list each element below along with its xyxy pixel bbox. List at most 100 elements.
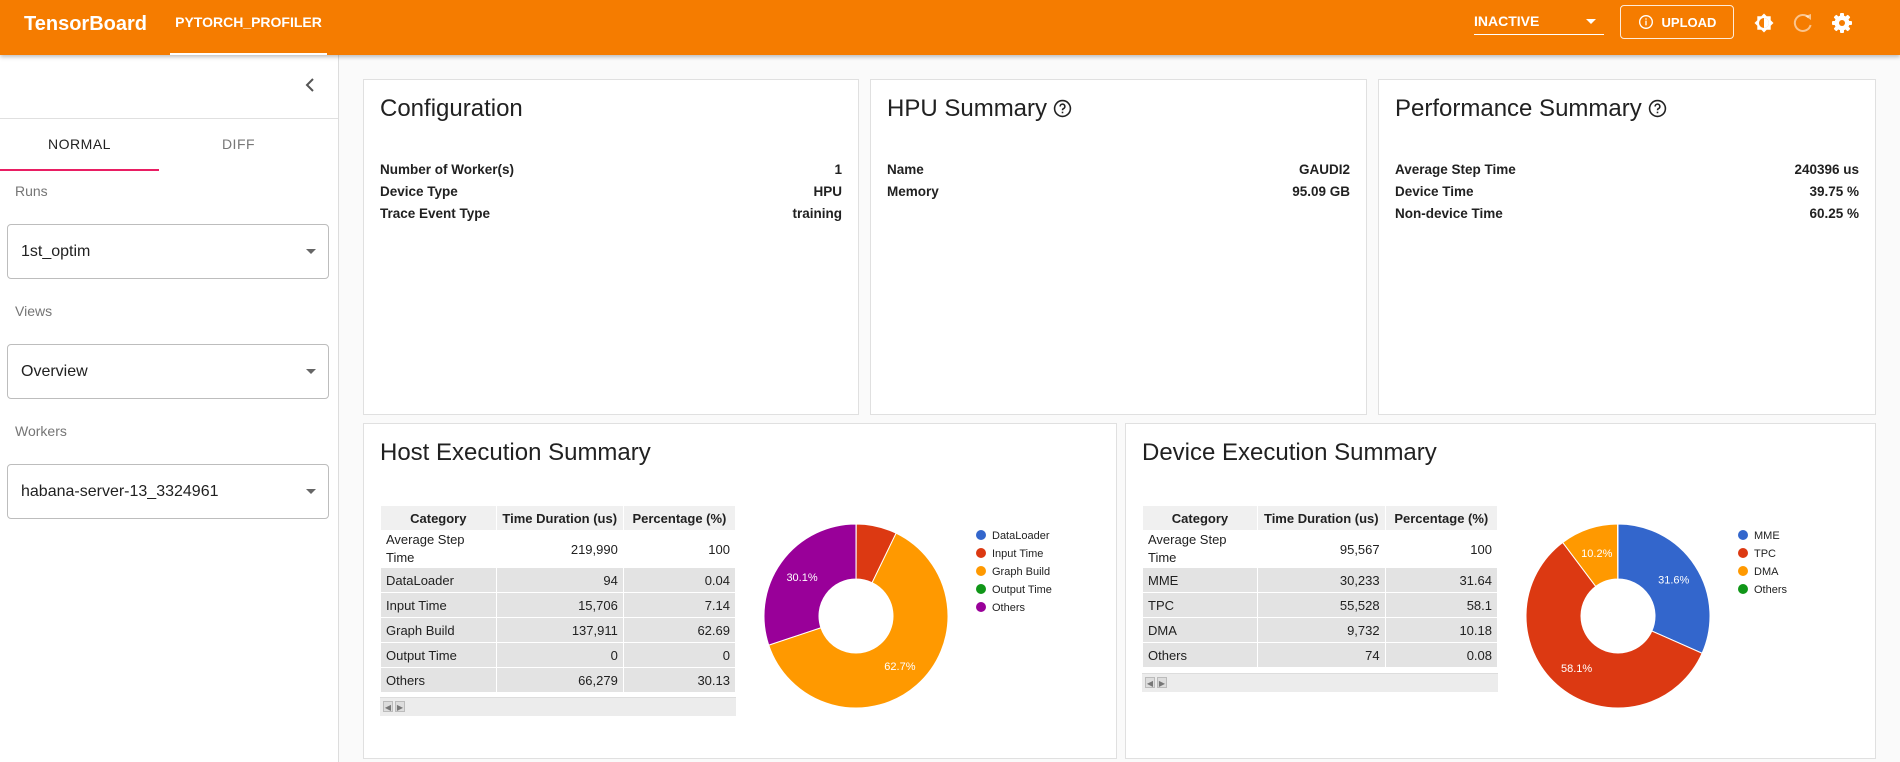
legend-label[interactable]: DMA	[1754, 566, 1779, 578]
legend-label[interactable]: MME	[1754, 530, 1780, 542]
card-title-text: HPU Summary	[887, 95, 1048, 122]
table-row[interactable]: Average Step Time 95,567 100	[1142, 530, 1499, 568]
table-cell: 7.14	[622, 592, 737, 618]
tab-normal[interactable]: NORMAL	[0, 119, 159, 171]
table-row[interactable]: TPC 55,528 58.1	[1142, 592, 1499, 618]
scroll-right-icon[interactable]: ▶	[395, 701, 405, 712]
kv-row: Number of Worker(s) 1	[380, 162, 842, 184]
kv-key: Average Step Time	[1395, 162, 1516, 177]
tab-pytorch-profiler[interactable]: PYTORCH_PROFILER	[170, 0, 327, 55]
help-icon[interactable]	[1053, 99, 1072, 118]
table-cell: TPC	[1142, 592, 1258, 618]
host-execution-card: Host Execution Summary Category Time Dur…	[363, 423, 1117, 759]
table-cell: 31.64	[1384, 567, 1499, 593]
chevron-down-icon	[1586, 19, 1596, 24]
views-select[interactable]: Overview	[7, 344, 329, 399]
column-header[interactable]: Time Duration (us)	[495, 505, 624, 531]
legend-label[interactable]: Graph Build	[992, 566, 1050, 578]
legend-swatch	[1738, 566, 1748, 576]
table-cell: 30.13	[622, 667, 737, 693]
column-header[interactable]: Category	[1142, 505, 1258, 531]
table-cell: 0	[622, 642, 737, 668]
status-select[interactable]: INACTIVE	[1474, 10, 1604, 35]
column-header[interactable]: Percentage (%)	[622, 505, 737, 531]
table-cell: MME	[1142, 567, 1258, 593]
legend-label[interactable]: Others	[992, 602, 1026, 614]
card-title: Configuration	[380, 95, 523, 122]
kv-row: Device Time 39.75 %	[1395, 184, 1859, 206]
table-row[interactable]: Others 74 0.08	[1142, 642, 1499, 668]
legend-swatch	[976, 566, 986, 576]
table-cell: 100	[1384, 530, 1499, 568]
kv-value: HPU	[813, 184, 842, 199]
kv-row: Non-device Time 60.25 %	[1395, 206, 1859, 228]
scroll-left-icon[interactable]: ◀	[383, 701, 393, 712]
legend-label[interactable]: Input Time	[992, 548, 1043, 560]
table-row[interactable]: Input Time 15,706 7.14	[380, 592, 737, 618]
help-icon[interactable]	[1648, 99, 1667, 118]
chevron-left-icon[interactable]	[300, 75, 320, 95]
table-row[interactable]: DMA 9,732 10.18	[1142, 617, 1499, 643]
table-cell: DataLoader	[380, 567, 497, 593]
pie-slice-others[interactable]	[764, 524, 857, 646]
table-row[interactable]: MME 30,233 31.64	[1142, 567, 1499, 593]
refresh-icon[interactable]	[1791, 11, 1815, 35]
column-header[interactable]: Category	[380, 505, 497, 531]
chevron-down-icon	[306, 369, 316, 374]
tab-diff[interactable]: DIFF	[221, 136, 256, 152]
column-header[interactable]: Percentage (%)	[1384, 505, 1499, 531]
horizontal-scrollbar[interactable]: ◀ ▶	[380, 697, 736, 716]
legend-swatch	[976, 602, 986, 612]
column-header[interactable]: Time Duration (us)	[1256, 505, 1386, 531]
host-execution-table: Category Time Duration (us) Percentage (…	[380, 505, 737, 693]
legend-label[interactable]: DataLoader	[992, 530, 1050, 542]
chevron-down-icon	[306, 489, 316, 494]
table-row[interactable]: Output Time 0 0	[380, 642, 737, 668]
card-title: Device Execution Summary	[1142, 439, 1437, 466]
pie-slice-tpc[interactable]	[1526, 541, 1703, 709]
table-row[interactable]: Graph Build 137,911 62.69	[380, 617, 737, 643]
app-title[interactable]: TensorBoard	[24, 13, 147, 35]
table-cell: Output Time	[380, 642, 497, 668]
workers-select-value: habana-server-13_3324961	[21, 483, 219, 500]
table-row[interactable]: DataLoader 94 0.04	[380, 567, 737, 593]
kv-value: GAUDI2	[1298, 162, 1350, 177]
kv-row: Memory 95.09 GB	[887, 184, 1350, 206]
legend-label[interactable]: TPC	[1754, 548, 1776, 560]
views-select-value: Overview	[21, 363, 88, 380]
table-row[interactable]: Average Step Time 219,990 100	[380, 530, 737, 568]
legend-label[interactable]: Others	[1754, 584, 1788, 596]
scroll-right-icon[interactable]: ▶	[1157, 677, 1167, 688]
kv-key: Trace Event Type	[380, 206, 491, 221]
runs-select-value: 1st_optim	[21, 243, 91, 260]
legend-swatch	[1738, 530, 1748, 540]
device-execution-donut-chart: 31.6% 58.1% 10.2% MME TPC DMA Others	[1526, 524, 1788, 709]
table-cell: 74	[1256, 642, 1386, 668]
configuration-card: Configuration Number of Worker(s) 1 Devi…	[363, 79, 859, 415]
table-header-row: Category Time Duration (us) Percentage (…	[380, 505, 737, 531]
table-cell: Average Step Time	[380, 530, 497, 568]
table-cell: Input Time	[380, 592, 497, 618]
kv-row: Average Step Time 240396 us	[1395, 162, 1859, 184]
horizontal-scrollbar[interactable]: ◀ ▶	[1142, 673, 1498, 692]
table-cell: 9,732	[1256, 617, 1386, 643]
table-cell: 15,706	[495, 592, 624, 618]
hpu-summary-card: HPU Summary Name GAUDI2 Memory 95.09 GB	[870, 79, 1367, 415]
pie-slice-mme[interactable]	[1617, 524, 1711, 654]
kv-key: Name	[887, 162, 924, 177]
workers-select[interactable]: habana-server-13_3324961	[7, 464, 329, 519]
kv-key: Memory	[887, 184, 939, 199]
legend-label[interactable]: Output Time	[992, 584, 1052, 596]
info-icon	[1638, 15, 1653, 29]
upload-button[interactable]: UPLOAD	[1620, 5, 1734, 39]
kv-value: 240396 us	[1794, 162, 1859, 177]
runs-select[interactable]: 1st_optim	[7, 224, 329, 279]
kv-key: Device Time	[1395, 184, 1474, 199]
slice-label: 31.6%	[1658, 575, 1689, 587]
kv-key: Non-device Time	[1395, 206, 1503, 221]
table-row[interactable]: Others 66,279 30.13	[380, 667, 737, 693]
settings-icon[interactable]	[1830, 11, 1854, 35]
pie-slice-graph-build[interactable]	[768, 532, 949, 709]
scroll-left-icon[interactable]: ◀	[1145, 677, 1155, 688]
brightness-icon[interactable]	[1752, 11, 1776, 35]
